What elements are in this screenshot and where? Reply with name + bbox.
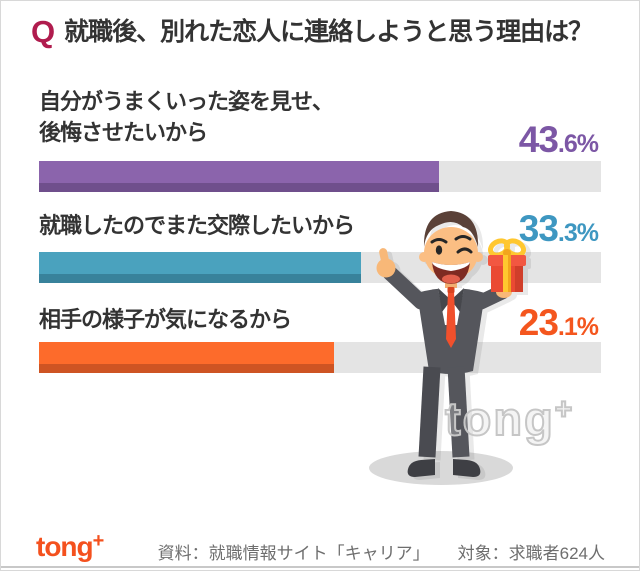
floor-shadow <box>369 451 513 485</box>
bar-value-3-sub: .1 <box>557 313 578 341</box>
sample-text: 対象：求職者624人 <box>457 544 605 563</box>
bottom-divider <box>1 566 639 568</box>
bar-value-3-main: 23 <box>518 302 559 343</box>
bar-label-1: 自分がうまくいった姿を見せ、 後悔させたいから <box>39 86 334 148</box>
lapel-left <box>438 288 451 312</box>
bar-track-1 <box>39 161 601 192</box>
bar-label-3: 相手の様子が気になるから <box>39 304 292 335</box>
bar-label-2-line1: 就職したのでまた交際したいから <box>39 213 355 238</box>
watermark-plus: + <box>554 392 573 427</box>
title-text: 就職後、別れた恋人に連絡しようと思う理由は？ <box>64 18 593 46</box>
bar-label-2: 就職したのでまた交際したいから <box>39 210 355 241</box>
bar-value-3-percent: % <box>576 313 599 341</box>
bar-value-2-sub: .3 <box>557 219 578 247</box>
tong-watermark: tong+ <box>444 391 573 446</box>
gift-ribbon <box>503 255 511 292</box>
bar-fill-shade <box>39 364 335 373</box>
tie-knot <box>447 287 455 293</box>
teeth <box>432 262 470 271</box>
bar-value-2-percent: % <box>576 219 599 247</box>
right-shoe <box>453 459 481 477</box>
page-title: Q 就職後、別れた恋人に連絡しようと思う理由は？ <box>31 14 593 50</box>
logo-text: tong <box>36 531 94 562</box>
logo-plus: + <box>92 530 105 552</box>
businessman-svg <box>369 211 527 485</box>
right-leg <box>447 366 470 458</box>
man-figure <box>376 211 527 477</box>
bar-label-1-line1: 自分がうまくいった姿を見せ、 <box>39 89 334 114</box>
gift-ribbon-shade <box>508 255 511 292</box>
source-line: 資料：就職情報サイト「キャリア」 対象：求職者624人 <box>158 539 605 564</box>
left-arm <box>382 265 429 310</box>
gift-box-shade <box>515 266 523 292</box>
bar-fill-2 <box>39 342 335 373</box>
businessman-illustration <box>369 199 539 489</box>
bar-label-1-line2: 後悔させたいから <box>39 120 208 145</box>
tong-logo: tong+ <box>36 530 105 563</box>
tongue <box>442 274 460 284</box>
thumbs-up-fist <box>376 258 396 278</box>
tie <box>446 291 456 348</box>
left-leg <box>418 366 441 458</box>
source-text: 資料：就職情報サイト「キャリア」 <box>157 544 430 563</box>
bar-label-3-line1: 相手の様子が気になるから <box>39 307 292 332</box>
bar-fill-shade <box>39 274 362 283</box>
bar-value-1-sub: .6 <box>557 130 578 158</box>
lapel-right <box>451 288 464 312</box>
bow-loop-right <box>503 238 527 258</box>
question-mark-icon: Q <box>31 14 56 49</box>
bar-fill-shade <box>39 183 440 192</box>
left-shoe <box>407 459 435 477</box>
bar-value-1x: 33.3% <box>518 208 599 250</box>
left-eye <box>435 245 443 255</box>
bar-fill-0 <box>39 161 440 192</box>
bar-track-3 <box>39 342 601 373</box>
bar-value-0: 43.6% <box>518 119 599 161</box>
bar-value-2x: 23.1% <box>518 302 599 344</box>
gift-icon <box>487 238 527 292</box>
bar-fill-1 <box>39 252 362 283</box>
bar-value-2-main: 33 <box>518 208 559 249</box>
bar-value-1-main: 43 <box>518 119 559 160</box>
hair <box>423 211 479 247</box>
right-eyebrow <box>454 235 472 241</box>
bar-value-1-percent: % <box>576 130 599 158</box>
watermark-text: tong <box>444 391 555 446</box>
left-eyebrow <box>430 238 448 244</box>
wink-eye <box>456 247 473 254</box>
